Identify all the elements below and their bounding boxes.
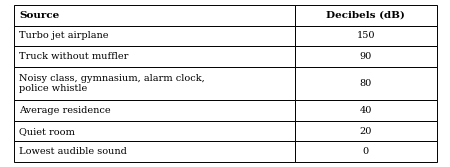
Bar (295, 46, 436, 67)
Text: Noisy class, gymnasium, alarm clock,
police whistle: Noisy class, gymnasium, alarm clock, pol… (19, 74, 205, 93)
Bar (14, 67, 295, 100)
Bar (295, 67, 436, 100)
Text: Quiet room: Quiet room (19, 127, 75, 136)
Text: Average residence: Average residence (19, 106, 111, 115)
Text: Decibels (dB): Decibels (dB) (326, 11, 405, 20)
Text: 150: 150 (356, 31, 375, 40)
Bar (14, 100, 295, 121)
Text: 40: 40 (360, 106, 372, 115)
Bar (295, 26, 436, 46)
Bar (14, 121, 295, 141)
Text: Source: Source (19, 11, 59, 20)
Bar (295, 121, 436, 141)
Text: Turbo jet airplane: Turbo jet airplane (19, 31, 108, 40)
Bar (14, 26, 295, 46)
Text: 90: 90 (360, 52, 372, 61)
Bar (14, 46, 295, 67)
Bar (295, 5, 436, 26)
Bar (14, 5, 295, 26)
Text: 20: 20 (360, 127, 372, 136)
Bar (295, 141, 436, 162)
Bar (295, 100, 436, 121)
Text: Truck without muffler: Truck without muffler (19, 52, 128, 61)
Text: 0: 0 (363, 147, 369, 156)
Text: Lowest audible sound: Lowest audible sound (19, 147, 127, 156)
Text: 80: 80 (360, 79, 372, 88)
Bar (14, 141, 295, 162)
